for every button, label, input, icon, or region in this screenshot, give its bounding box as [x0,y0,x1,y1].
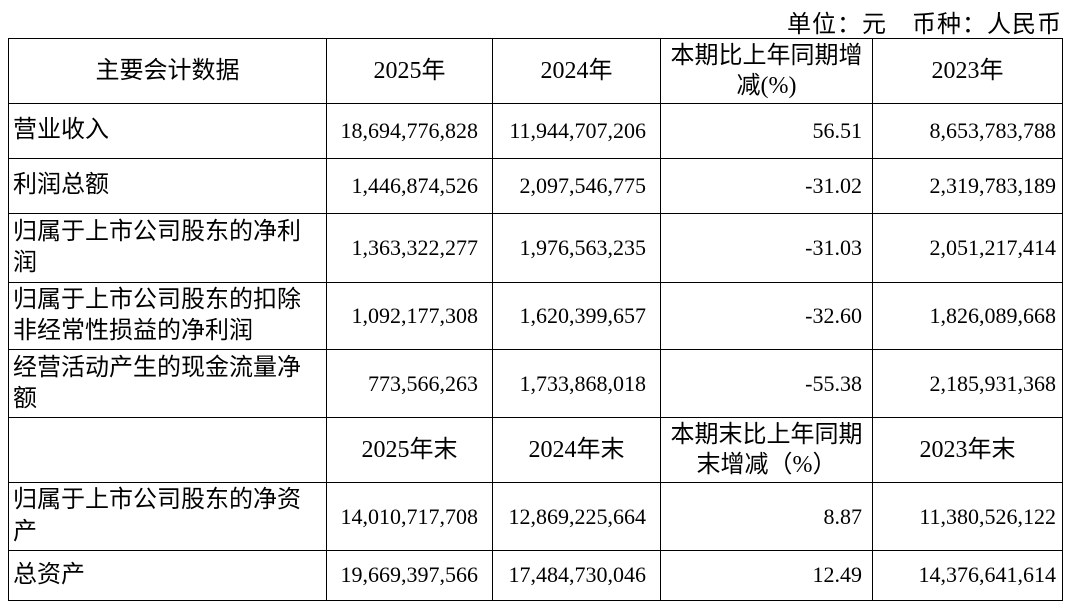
unit-currency-caption: 单位：元 币种：人民币 [787,12,1062,38]
row-label: 利润总额 [8,158,327,214]
table-row-net-assets-attributable: 归属于上市公司股东的净资产 14,010,717,708 12,869,225,… [8,482,1063,551]
value-2025: 18,694,776,828 [326,103,493,159]
table-row-operating-cash-flow: 经营活动产生的现金流量净额 773,566,263 1,733,868,018 … [8,349,1063,419]
table-row-net-profit-excl-nonrecurring: 归属于上市公司股东的扣除非经常性损益的净利润 1,092,177,308 1,6… [8,281,1063,351]
value-2025: 1,363,322,277 [326,213,493,283]
value-2024: 1,733,868,018 [492,349,661,419]
row-label: 总资产 [8,549,327,601]
table-header-annual: 主要会计数据 2025年 2024年 本期比上年同期增减(%) 2023年 [8,38,1063,104]
col-header-2024: 2024年 [492,38,661,104]
pct-change: 56.51 [660,103,873,159]
value-2023: 8,653,783,788 [872,103,1063,159]
col-header-2025: 2025年 [326,38,493,104]
row-label: 经营活动产生的现金流量净额 [8,349,327,419]
pct-change: 12.49 [660,549,873,601]
col-header-blank [8,417,327,484]
col-header-period-end-change: 本期末比上年同期末增减（%） [660,417,873,484]
row-label: 归属于上市公司股东的扣除非经常性损益的净利润 [8,281,327,351]
col-header-main-indicator: 主要会计数据 [8,38,327,104]
value-2024: 12,869,225,664 [492,482,661,551]
row-label: 归属于上市公司股东的净资产 [8,482,327,551]
value-2023: 2,051,217,414 [872,213,1063,283]
value-2023: 1,826,089,668 [872,281,1063,351]
value-2024: 1,620,399,657 [492,281,661,351]
row-label: 归属于上市公司股东的净利润 [8,213,327,283]
table-row-net-profit-attributable: 归属于上市公司股东的净利润 1,363,322,277 1,976,563,23… [8,213,1063,283]
value-2025: 14,010,717,708 [326,482,493,551]
key-accounting-data-table: 主要会计数据 2025年 2024年 本期比上年同期增减(%) 2023年 营业… [8,38,1063,601]
table-row-total-assets: 总资产 19,669,397,566 17,484,730,046 12.49 … [8,549,1063,601]
value-2025: 1,446,874,526 [326,158,493,214]
pct-change: -32.60 [660,281,873,351]
pct-change: -31.03 [660,213,873,283]
value-2023: 2,319,783,189 [872,158,1063,214]
value-2024: 2,097,546,775 [492,158,661,214]
value-2024: 11,944,707,206 [492,103,661,159]
value-2024: 1,976,563,235 [492,213,661,283]
pct-change: -31.02 [660,158,873,214]
row-label: 营业收入 [8,103,327,159]
col-header-2023-end: 2023年末 [872,417,1063,484]
table-row-total-profit: 利润总额 1,446,874,526 2,097,546,775 -31.02 … [8,158,1063,214]
value-2023: 2,185,931,368 [872,349,1063,419]
pct-change: 8.87 [660,482,873,551]
value-2025: 773,566,263 [326,349,493,419]
col-header-2025-end: 2025年末 [326,417,493,484]
col-header-2024-end: 2024年末 [492,417,661,484]
pct-change: -55.38 [660,349,873,419]
value-2024: 17,484,730,046 [492,549,661,601]
value-2025: 1,092,177,308 [326,281,493,351]
value-2023: 11,380,526,122 [872,482,1063,551]
value-2025: 19,669,397,566 [326,549,493,601]
table-row-operating-revenue: 营业收入 18,694,776,828 11,944,707,206 56.51… [8,103,1063,159]
col-header-2023: 2023年 [872,38,1063,104]
value-2023: 14,376,641,614 [872,549,1063,601]
table-header-period-end: 2025年末 2024年末 本期末比上年同期末增减（%） 2023年末 [8,417,1063,484]
col-header-yoy-change: 本期比上年同期增减(%) [660,38,873,104]
